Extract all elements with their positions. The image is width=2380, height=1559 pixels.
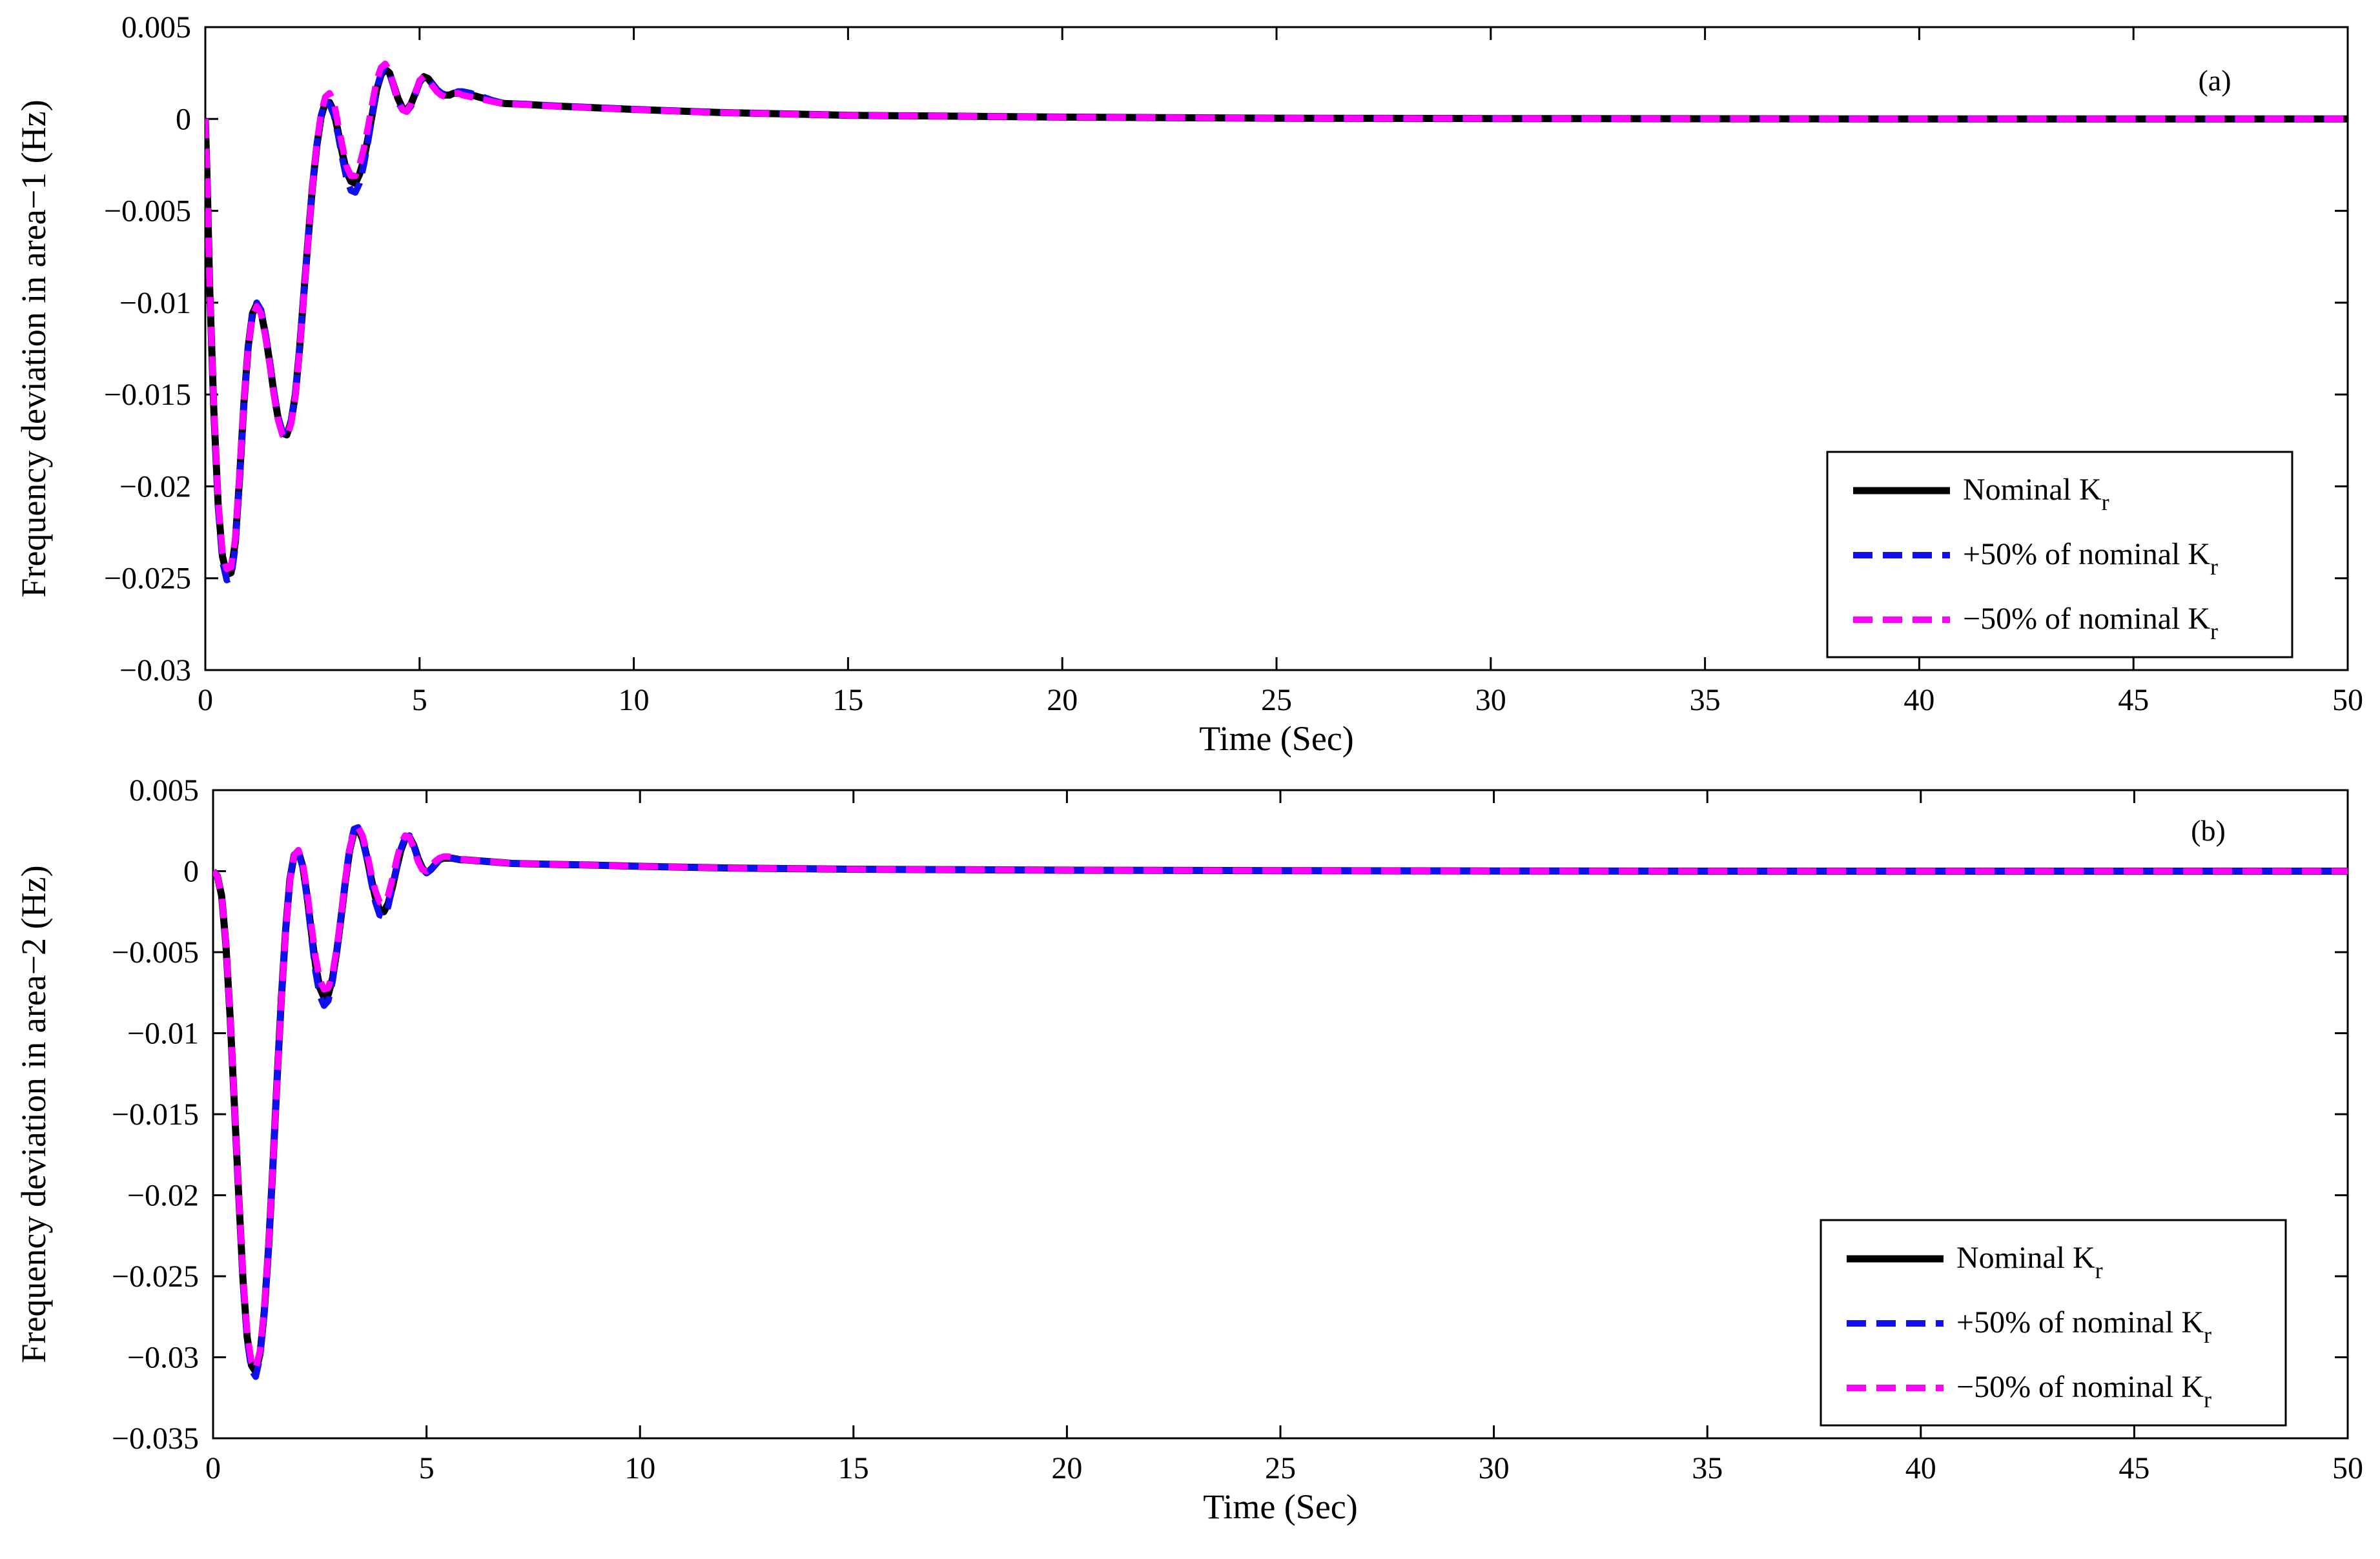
panel-label: (b) bbox=[2191, 814, 2226, 847]
x-tick-label: 10 bbox=[624, 1451, 655, 1485]
y-tick-label: −0.015 bbox=[112, 1097, 199, 1132]
y-tick-label: 0.005 bbox=[129, 773, 199, 808]
x-axis-label: Time (Sec) bbox=[1199, 719, 1354, 758]
series-lines bbox=[213, 824, 2348, 1380]
y-tick-label: 0 bbox=[176, 102, 191, 136]
y-axis-label: Frequency deviation in area−2 (Hz) bbox=[14, 865, 53, 1363]
x-tick-label: 5 bbox=[419, 1451, 435, 1485]
y-tick-labels: 0.005 0 −0.005 −0.01 −0.015 −0.02 −0.025 −0.03 −… bbox=[112, 773, 199, 1456]
y-tick-label: −0.025 bbox=[104, 562, 191, 596]
x-axis-label: Time (Sec) bbox=[1203, 1487, 1358, 1526]
legend: Nominal Kr+50% of nominal Kr−50% of nomi… bbox=[1826, 451, 2293, 658]
x-tick-label: 15 bbox=[832, 683, 863, 717]
y-tick-label: −0.005 bbox=[112, 935, 199, 970]
legend: Nominal Kr+50% of nominal Kr−50% of nomi… bbox=[1820, 1219, 2287, 1427]
x-tick-label: 30 bbox=[1475, 683, 1506, 717]
x-tick-label: 20 bbox=[1051, 1451, 1082, 1485]
y-tick-label: 0.005 bbox=[121, 10, 191, 45]
x-tick-label: 40 bbox=[1903, 683, 1934, 717]
x-tick-label: 10 bbox=[619, 683, 650, 717]
y-tick-label: 0 bbox=[183, 855, 199, 889]
series-lines bbox=[205, 60, 2348, 584]
x-tick-label: 45 bbox=[2118, 1451, 2149, 1485]
series-line-3 bbox=[213, 824, 2348, 1372]
y-tick-label: −0.03 bbox=[119, 653, 191, 688]
x-tick-label: 0 bbox=[198, 683, 213, 717]
y-tick-label: −0.025 bbox=[112, 1259, 199, 1294]
x-tick-label: 5 bbox=[412, 683, 427, 717]
x-tick-label: 0 bbox=[205, 1451, 221, 1485]
y-tick-label: −0.01 bbox=[127, 1017, 199, 1051]
y-tick-label: −0.015 bbox=[104, 378, 191, 412]
y-tick-label: −0.035 bbox=[112, 1421, 199, 1456]
y-tick-label: −0.03 bbox=[127, 1341, 199, 1375]
y-tick-label: −0.005 bbox=[104, 194, 191, 229]
x-tick-label: 25 bbox=[1261, 683, 1292, 717]
x-tick-label: 30 bbox=[1479, 1451, 1510, 1485]
y-axis-label: Frequency deviation in area−1 (Hz) bbox=[14, 99, 53, 597]
x-tick-labels: 0 5 10 15 20 25 30 35 40 45 50 bbox=[198, 683, 2363, 717]
tick-marks bbox=[204, 26, 2349, 671]
panel-label: (a) bbox=[2198, 64, 2231, 97]
x-tick-label: 50 bbox=[2332, 683, 2363, 717]
y-tick-labels: 0.005 0 −0.005 −0.01 −0.015 −0.02 −0.025 −0.03 bbox=[104, 10, 191, 688]
y-tick-label: −0.02 bbox=[127, 1179, 199, 1213]
x-tick-label: 40 bbox=[1905, 1451, 1936, 1485]
x-tick-label: 35 bbox=[1690, 683, 1721, 717]
legend-box bbox=[1820, 1219, 2287, 1427]
panel-b: 0 5 10 15 20 25 30 35 40 45 50 0.005 0 −0.005 −0.01 −0… bbox=[14, 773, 2363, 1526]
x-tick-label: 45 bbox=[2118, 683, 2149, 717]
series-line-3 bbox=[205, 60, 2348, 573]
panel-a: 0 5 10 15 20 25 30 35 40 45 50 0.005 0 −0.005 −0.01 −0… bbox=[14, 10, 2363, 758]
tick-marks bbox=[212, 789, 2349, 1440]
x-tick-label: 50 bbox=[2332, 1451, 2363, 1485]
y-tick-label: −0.02 bbox=[119, 469, 191, 504]
x-tick-label: 25 bbox=[1265, 1451, 1296, 1485]
x-tick-label: 15 bbox=[838, 1451, 869, 1485]
legend-box bbox=[1826, 451, 2293, 658]
x-tick-labels: 0 5 10 15 20 25 30 35 40 45 50 bbox=[205, 1451, 2363, 1485]
y-tick-label: −0.01 bbox=[119, 286, 191, 320]
x-tick-label: 20 bbox=[1047, 683, 1078, 717]
x-tick-label: 35 bbox=[1692, 1451, 1723, 1485]
